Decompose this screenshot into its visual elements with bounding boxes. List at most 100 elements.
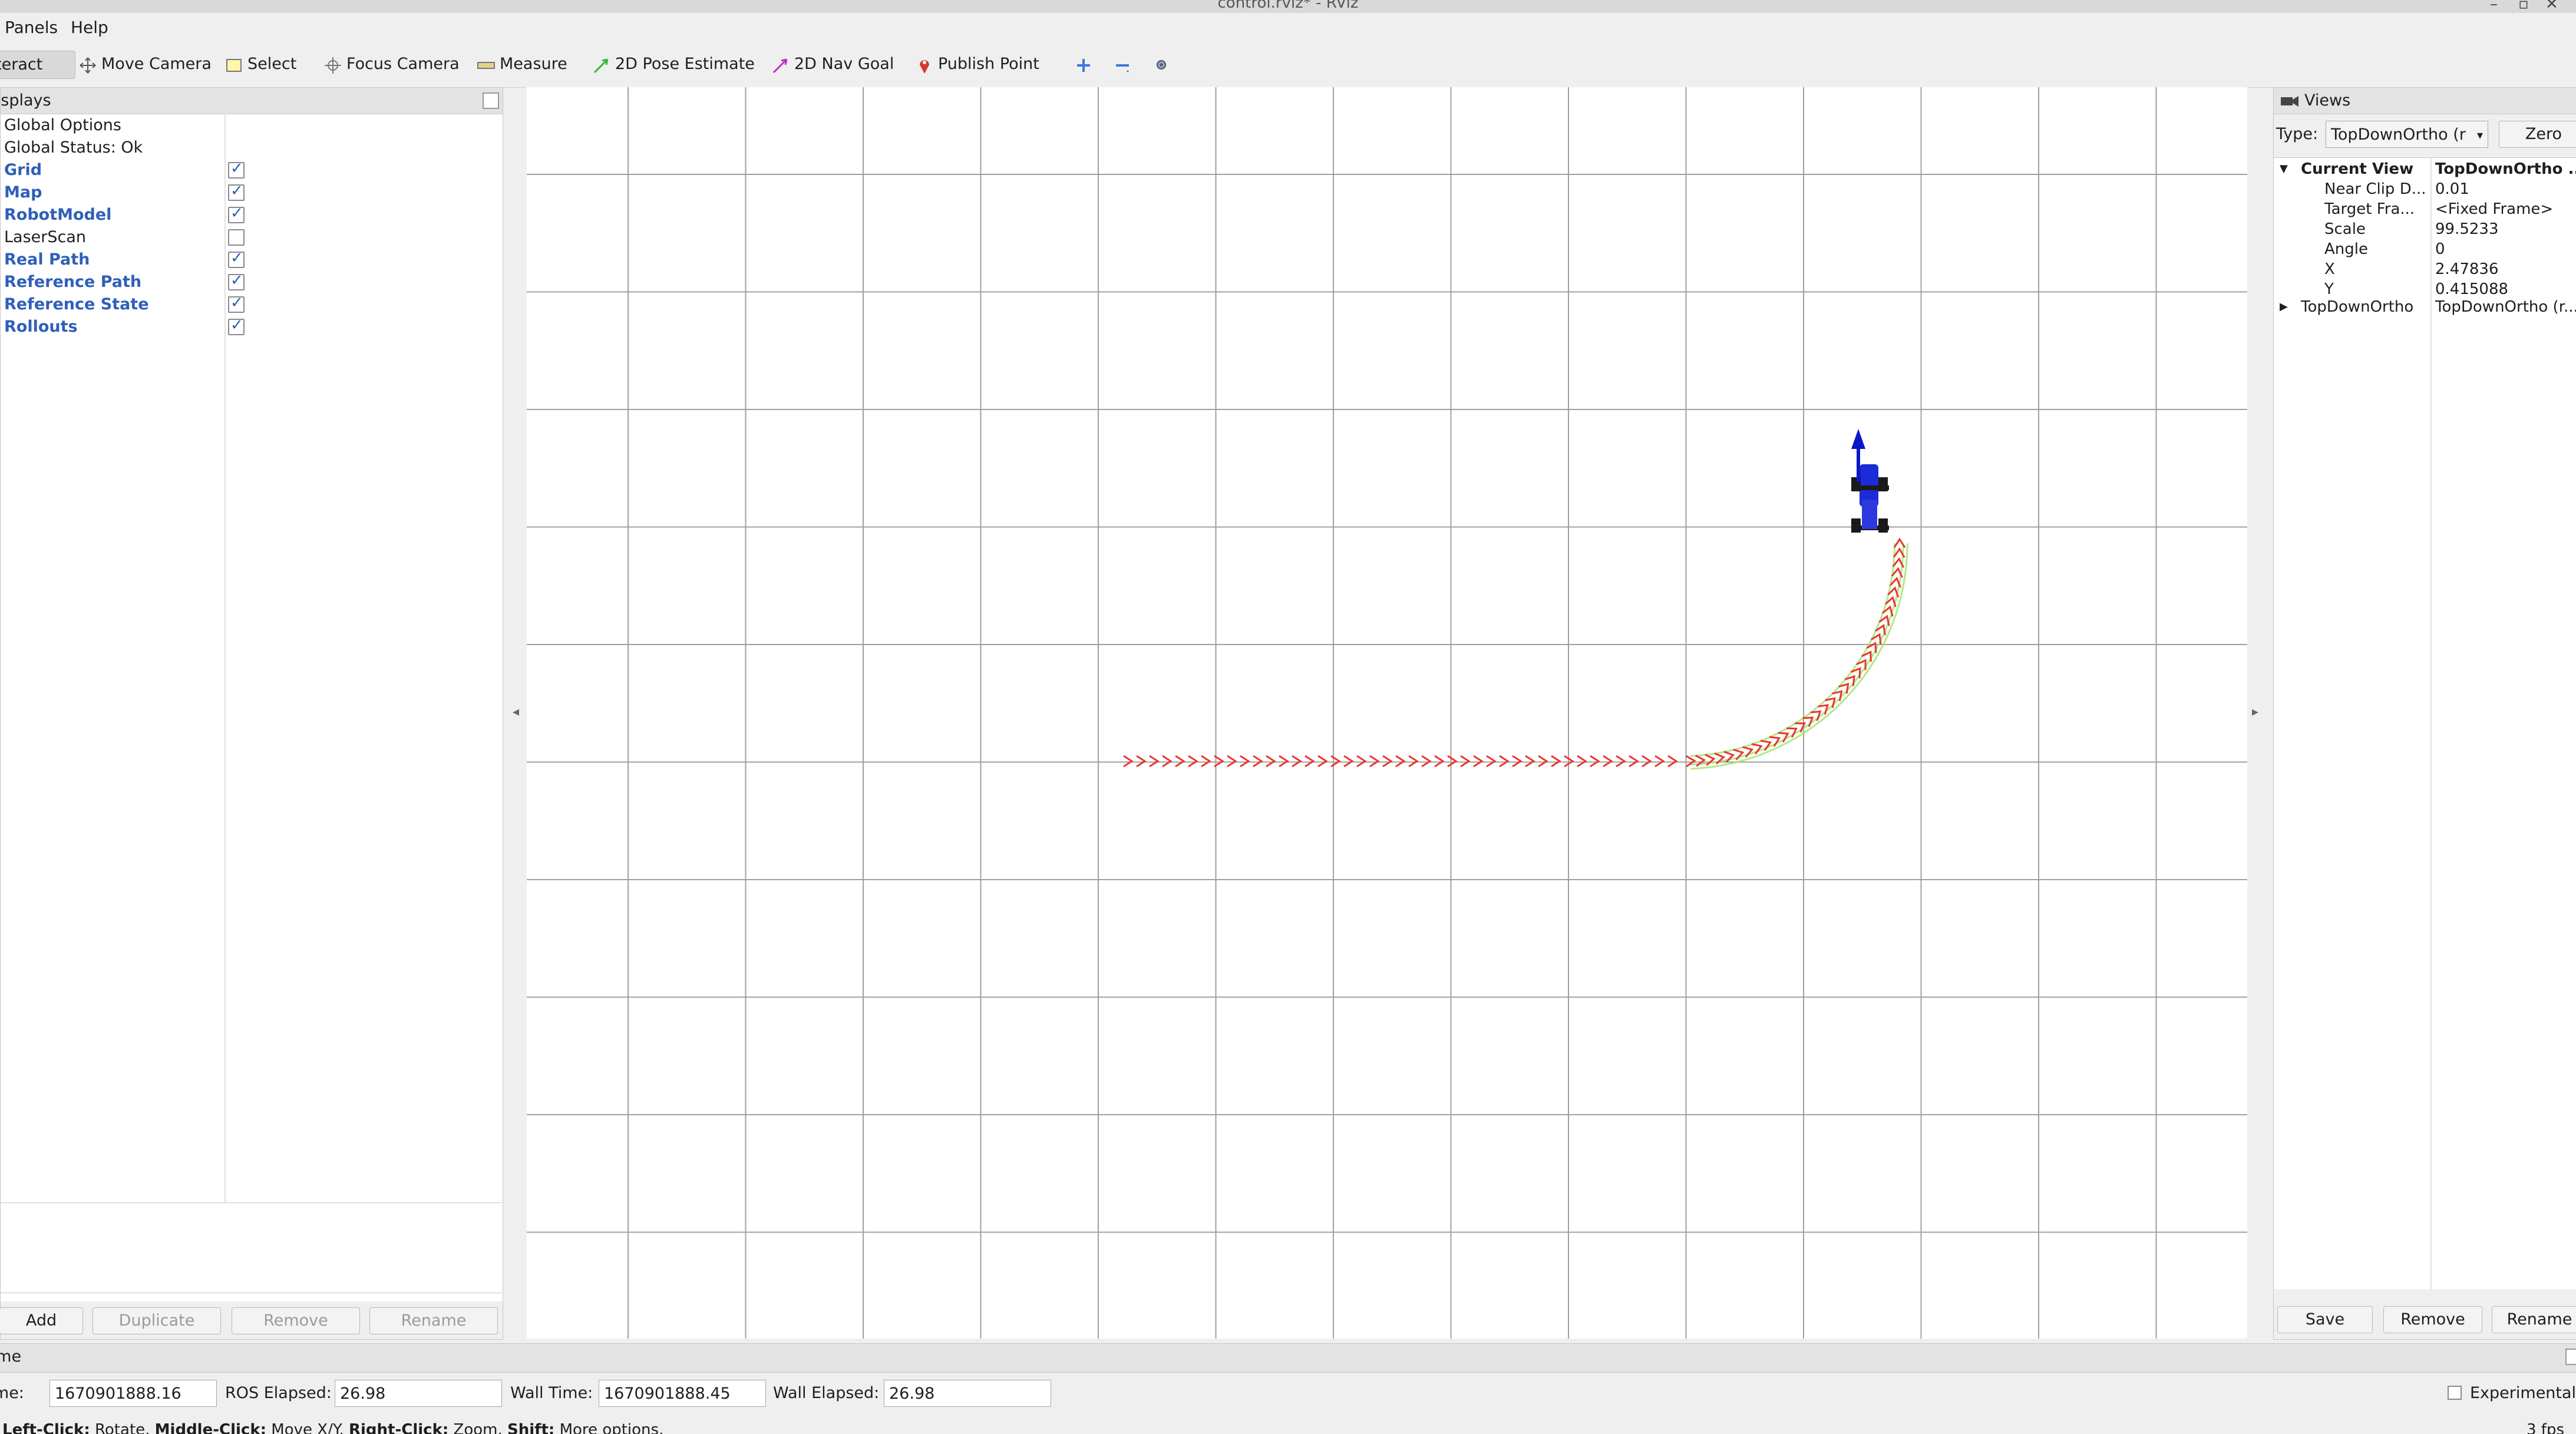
view-prop-value[interactable]: <Fixed Frame> <box>2435 200 2554 218</box>
menu-panels[interactable]: Panels <box>5 18 58 37</box>
view-prop-value[interactable]: 0.415088 <box>2435 280 2509 298</box>
render-view[interactable] <box>527 87 2247 1339</box>
path-arrow <box>1188 755 1198 768</box>
path-arrow <box>1893 537 1906 549</box>
expand-right-icon[interactable]: ▶ <box>2280 300 2288 313</box>
display-item-reference-state[interactable]: Reference State <box>4 295 149 313</box>
left-collapse-icon[interactable]: ◂ <box>513 705 520 719</box>
wall-elapsed-label: Wall Elapsed: <box>773 1384 880 1402</box>
window-title: control.rviz* - RViz <box>1217 0 1359 12</box>
display-checkbox-real-path[interactable] <box>228 249 245 268</box>
minimize-icon[interactable]: – <box>2490 0 2498 13</box>
shift-action: More options. <box>559 1421 664 1434</box>
focus-camera-tool-button[interactable]: Focus Camera <box>318 51 465 78</box>
display-item-reference-path[interactable]: Reference Path <box>4 273 142 291</box>
remove-display-button[interactable]: Remove <box>232 1307 360 1334</box>
time-undock-icon[interactable] <box>2565 1349 2576 1365</box>
path-arrow <box>1856 659 1867 670</box>
view-prop-value[interactable]: 0.01 <box>2435 180 2469 198</box>
display-item-map[interactable]: Map <box>4 183 42 201</box>
view-type-select[interactable]: TopDownOrtho (r ▾ <box>2326 121 2488 148</box>
path-arrow <box>1875 624 1886 636</box>
display-checkbox-rollouts[interactable] <box>228 316 245 335</box>
path-arrow <box>1685 755 1696 768</box>
ros-elapsed-field[interactable]: 26.98 <box>335 1380 502 1407</box>
view-prop-value[interactable]: 2.47836 <box>2435 260 2499 278</box>
scene-canvas[interactable] <box>527 87 2247 1339</box>
path-arrow <box>1227 755 1237 768</box>
pose-estimate-tool-button[interactable]: 2D Pose Estimate <box>587 51 761 78</box>
move-camera-label: Move Camera <box>101 55 212 73</box>
display-checkbox-map[interactable] <box>228 182 245 201</box>
zero-view-button[interactable]: Zero <box>2499 121 2576 148</box>
add-tool-button[interactable] <box>1069 51 1103 78</box>
wall-elapsed-field[interactable]: 26.98 <box>884 1380 1051 1407</box>
wall-time-field[interactable]: 1670901888.45 <box>599 1380 766 1407</box>
view-prop-name[interactable]: Target Fra... <box>2324 200 2415 218</box>
expand-down-icon[interactable]: ▼ <box>2280 163 2288 175</box>
view-prop-name[interactable]: Near Clip D... <box>2324 180 2426 198</box>
close-icon[interactable]: ✕ <box>2545 0 2558 13</box>
display-checkbox-robotmodel[interactable] <box>228 204 245 223</box>
view-prop-name[interactable]: Angle <box>2324 240 2368 258</box>
focus-camera-label: Focus Camera <box>346 55 460 73</box>
global-options-row[interactable]: Global Options <box>4 116 121 134</box>
rename-display-button[interactable]: Rename <box>369 1307 498 1334</box>
maximize-icon[interactable]: ▫ <box>2518 0 2529 13</box>
view-prop-value[interactable]: 99.5233 <box>2435 220 2499 238</box>
nav-goal-tool-button[interactable]: 2D Nav Goal <box>766 51 900 78</box>
path-arrow <box>1871 633 1882 645</box>
undock-icon[interactable] <box>483 92 499 109</box>
experimental-checkbox[interactable] <box>2448 1386 2462 1400</box>
view-prop-value[interactable]: 0 <box>2435 240 2445 258</box>
time-panel-header: Time <box>0 1343 2576 1373</box>
path-arrow <box>1369 755 1380 768</box>
path-arrow <box>1512 755 1523 768</box>
view-prop-name[interactable]: Y <box>2324 280 2334 298</box>
add-display-button[interactable]: Add <box>0 1307 83 1334</box>
display-checkbox-reference-path[interactable] <box>228 272 245 290</box>
move-camera-tool-button[interactable]: Move Camera <box>73 51 217 78</box>
view-type-label: Type: <box>2276 125 2319 143</box>
view-prop-name[interactable]: Scale <box>2324 220 2366 238</box>
path-arrow <box>1253 755 1263 768</box>
publish-point-tool-button[interactable]: Publish Point <box>910 51 1045 78</box>
duplicate-display-button[interactable]: Duplicate <box>93 1307 221 1334</box>
path-arrow <box>1317 755 1328 768</box>
display-item-rollouts[interactable]: Rollouts <box>4 318 78 336</box>
path-arrow <box>1654 755 1665 768</box>
saved-view-name[interactable]: TopDownOrtho <box>2301 298 2414 316</box>
display-checkbox-laserscan[interactable] <box>228 229 245 246</box>
current-view-value: TopDownOrtho ... <box>2435 160 2576 178</box>
remove-view-button[interactable]: Remove <box>2383 1306 2482 1333</box>
remove-tool-button[interactable] <box>1108 51 1142 78</box>
minus-icon <box>1114 56 1131 74</box>
display-item-laserscan[interactable]: LaserScan <box>4 228 87 246</box>
path-arrow <box>1878 614 1890 626</box>
view-prop-name[interactable]: X <box>2324 260 2335 278</box>
display-checkbox-grid[interactable] <box>228 160 245 179</box>
display-item-robotmodel[interactable]: RobotModel <box>4 206 112 224</box>
tool-properties-button[interactable] <box>1147 51 1181 78</box>
save-view-button[interactable]: Save <box>2277 1306 2373 1333</box>
interact-tool-button[interactable]: Interact <box>0 51 75 79</box>
menu-help[interactable]: Help <box>71 18 108 37</box>
path-arrow <box>1136 755 1147 768</box>
display-checkbox-reference-state[interactable] <box>228 294 245 313</box>
time-panel: ROS Time: 1670901888.16 ROS Elapsed: 26.… <box>0 1373 2576 1434</box>
select-tool-button[interactable]: Select <box>219 51 302 78</box>
right-click-action: Zoom. <box>453 1421 503 1434</box>
display-item-real-path[interactable]: Real Path <box>4 250 90 269</box>
rename-view-button[interactable]: Rename <box>2492 1306 2576 1333</box>
right-collapse-icon[interactable]: ▸ <box>2252 705 2259 719</box>
path-arrow <box>1714 752 1726 765</box>
ros-time-field[interactable]: 1670901888.16 <box>49 1380 217 1407</box>
global-status-row[interactable]: Global Status: Ok <box>4 138 143 157</box>
path-arrow <box>1844 675 1855 686</box>
reference-rollouts <box>1690 543 1908 770</box>
measure-tool-button[interactable]: Measure <box>471 51 573 78</box>
path-arrow <box>1742 746 1754 758</box>
path-arrow <box>1201 755 1211 768</box>
current-view-label[interactable]: Current View <box>2301 160 2414 178</box>
display-item-grid[interactable]: Grid <box>4 161 42 179</box>
